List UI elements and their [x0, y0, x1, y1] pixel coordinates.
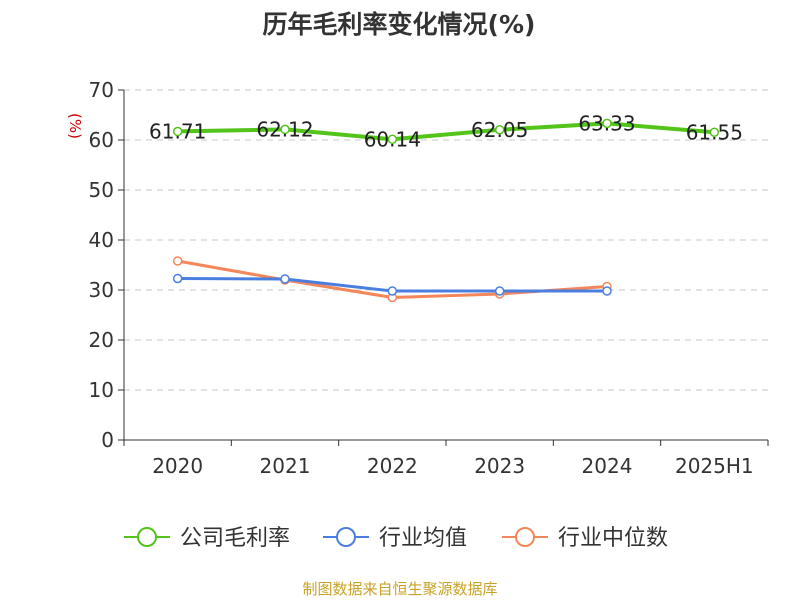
data-point [387, 286, 398, 296]
data-point [172, 126, 183, 137]
data-label: 60.14 [364, 127, 421, 151]
legend-item[interactable]: 行业均值 [323, 526, 467, 551]
data-point [387, 134, 398, 145]
data-point [709, 127, 720, 137]
legend-swatch-marker [515, 527, 535, 547]
y-tick-label: 70 [89, 78, 114, 102]
legend-item[interactable]: 行业中位数 [502, 526, 668, 551]
source-note: 制图数据来自恒生聚源数据库 [302, 580, 497, 598]
x-tick-label: 2025H1 [675, 454, 754, 478]
data-point [494, 125, 505, 135]
data-point [602, 286, 612, 296]
legend-swatch-marker [336, 527, 356, 547]
data-label: 62.12 [256, 117, 313, 141]
x-tick-label: 2021 [260, 454, 311, 478]
data-point [494, 286, 505, 296]
x-tick-label: 2024 [582, 454, 633, 478]
x-tick-label: 2023 [474, 454, 525, 478]
y-tick-label: 30 [89, 278, 114, 302]
data-point [602, 118, 612, 129]
data-labels: 61.71 62.12 60.14 62.05 63.33 61.55 [149, 111, 743, 151]
y-tick-label: 50 [89, 178, 114, 202]
series-line [177, 121, 715, 142]
y-tick-label: 40 [89, 228, 114, 252]
legend-label: 公司毛利率 [180, 526, 290, 551]
data-point [172, 273, 183, 284]
legend[interactable]: 公司毛利率 行业均值 行业中位数 [124, 526, 668, 551]
legend-label: 行业中位数 [558, 526, 668, 551]
data-point [280, 124, 290, 135]
y-axis-label: (%) [66, 113, 84, 139]
data-label: 63.33 [578, 111, 635, 135]
data-label: 61.71 [149, 119, 206, 143]
legend-item[interactable]: 公司毛利率 [124, 526, 290, 551]
data-label: 61.55 [686, 120, 743, 144]
data-point [280, 274, 290, 284]
y-tick-label: 60 [89, 128, 114, 152]
legend-swatch-marker [137, 527, 157, 547]
chart-title: 历年毛利率变化情况(%) [263, 10, 536, 39]
series-lines [172, 118, 720, 303]
data-point [172, 256, 183, 266]
x-tick-label: 2020 [152, 454, 203, 478]
x-tick-label: 2022 [367, 454, 418, 478]
y-tick-label: 10 [89, 378, 114, 402]
axes: 0 10 20 30 40 50 60 70 2020 2021 2022 2023 2024 2025H… [89, 78, 769, 478]
legend-label: 行业均值 [379, 526, 467, 551]
y-tick-label: 20 [89, 328, 114, 352]
y-tick-label: 0 [101, 428, 114, 452]
data-label: 62.05 [471, 118, 528, 142]
